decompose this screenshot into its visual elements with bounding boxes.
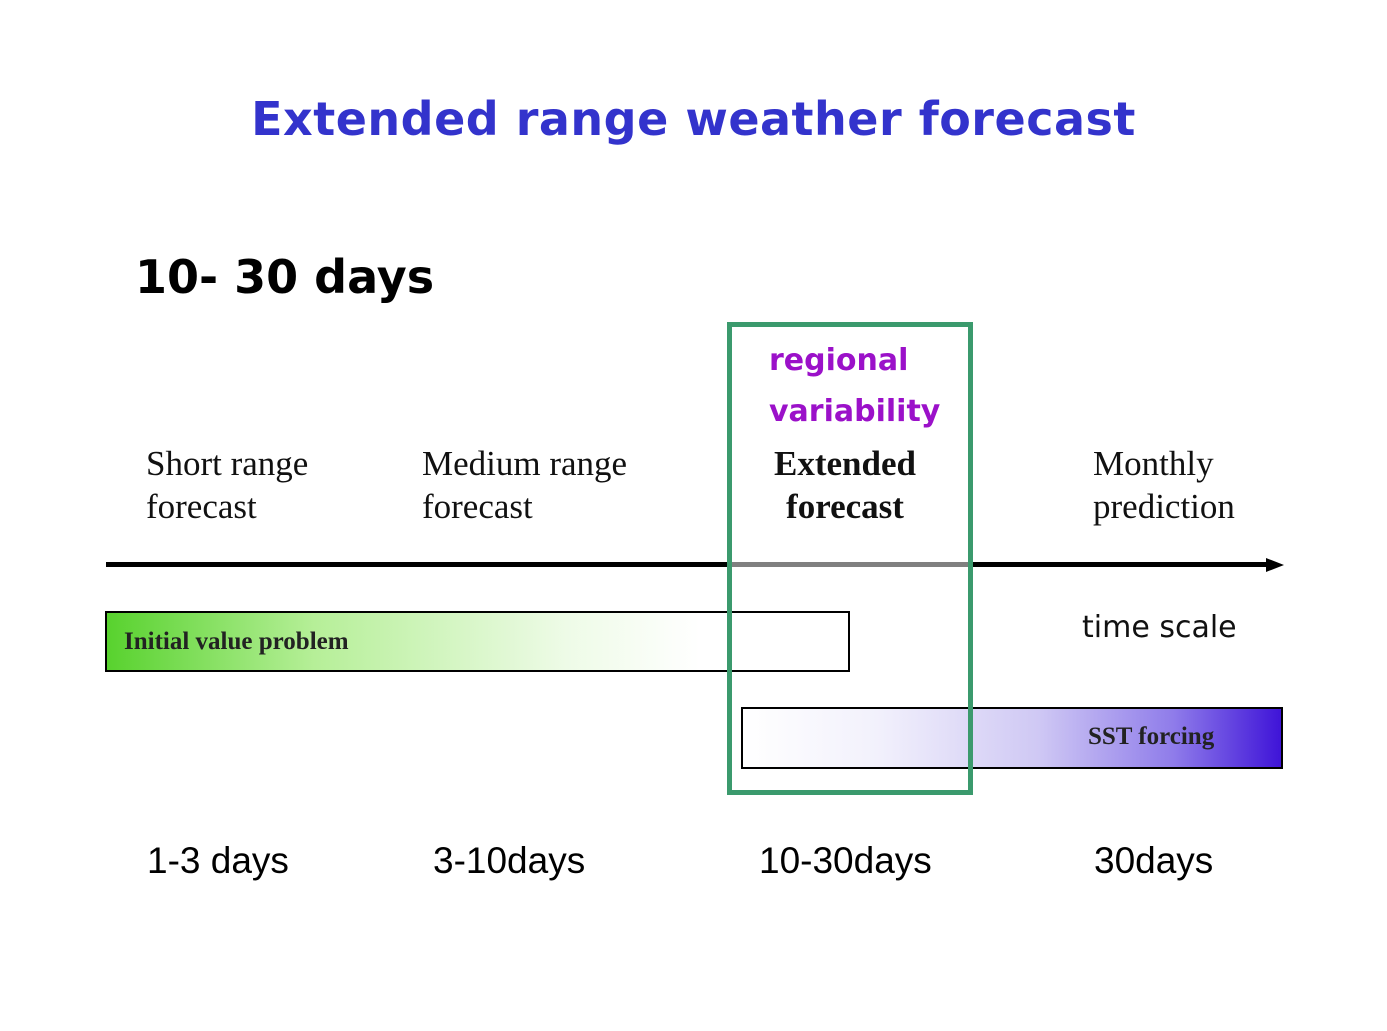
regional-label: regional — [769, 343, 909, 378]
range-monthly: 30days — [1094, 840, 1214, 881]
short-range-label: Short range forecast — [146, 442, 308, 528]
initial-value-problem-label: Initial value problem — [124, 628, 349, 655]
range-short: 1-3 days — [147, 840, 289, 881]
medium-range-line2: forecast — [422, 487, 533, 526]
initial-value-problem-bar: Initial value problem — [105, 611, 850, 672]
monthly-prediction-label: Monthly prediction — [1093, 442, 1235, 528]
extended-line1: Extended — [774, 444, 916, 483]
time-axis-highlight-segment — [729, 562, 972, 567]
monthly-line1: Monthly — [1093, 444, 1214, 483]
time-axis — [106, 562, 1268, 567]
page-title: Extended range weather forecast — [251, 92, 1136, 146]
range-extended: 10-30days — [759, 840, 932, 881]
variability-label: variability — [769, 394, 941, 429]
time-scale-label: time scale — [1082, 610, 1237, 645]
monthly-line2: prediction — [1093, 487, 1235, 526]
arrow-head-icon — [1266, 558, 1284, 572]
extended-forecast-label: Extended forecast — [745, 442, 945, 528]
medium-range-line1: Medium range — [422, 444, 628, 483]
medium-range-label: Medium range forecast — [422, 442, 627, 528]
extended-range-highlight-box — [727, 322, 973, 795]
subtitle: 10- 30 days — [135, 250, 435, 304]
extended-line2: forecast — [786, 487, 904, 526]
sst-forcing-label: SST forcing — [1088, 723, 1215, 750]
short-range-line2: forecast — [146, 487, 257, 526]
sst-forcing-bar: SST forcing — [741, 707, 1283, 769]
short-range-line1: Short range — [146, 444, 309, 483]
range-medium: 3-10days — [433, 840, 586, 881]
